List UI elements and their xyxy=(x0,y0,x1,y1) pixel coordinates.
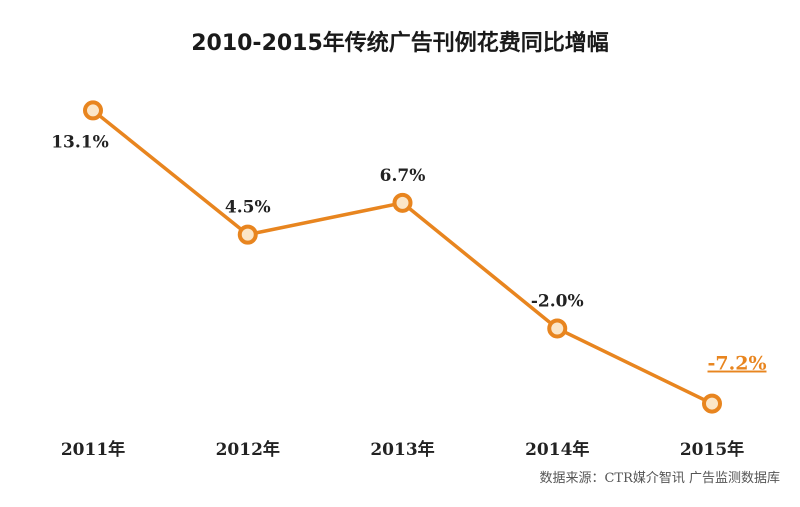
data-point-2012年 xyxy=(237,224,258,245)
data-label-2013年: 6.7% xyxy=(380,166,426,186)
data-label-2012年: 4.5% xyxy=(225,198,271,218)
point-markers xyxy=(83,100,722,414)
data-point-2011年 xyxy=(83,100,103,121)
data-label-2011年: 13.1% xyxy=(51,132,109,152)
source-note: 数据来源：CTR媒介智讯 广告监测数据库 xyxy=(539,470,780,486)
data-point-2013年 xyxy=(392,192,413,213)
x-tick-label-2014年: 2014年 xyxy=(525,439,589,460)
x-axis-tick-labels: 2011年 2012年 2013年 2014年 2015年 xyxy=(61,439,744,460)
x-tick-label-2011年: 2011年 xyxy=(61,439,125,460)
data-label-2014年: -2.0% xyxy=(531,291,584,311)
series-line xyxy=(91,108,714,406)
data-point-2015年 xyxy=(702,393,722,414)
chart-title: 2010-2015年传统广告刊例花费同比增幅 xyxy=(191,30,609,56)
x-tick-label-2012年: 2012年 xyxy=(216,439,280,460)
x-tick-label-2013年: 2013年 xyxy=(370,439,434,460)
x-tick-label-2015年: 2015年 xyxy=(680,439,744,460)
data-point-2014年 xyxy=(547,318,568,339)
data-labels: 13.1% 4.5% 6.7% -2.0% -7.2% xyxy=(51,132,766,374)
data-label-2015年: -7.2% xyxy=(708,353,767,375)
